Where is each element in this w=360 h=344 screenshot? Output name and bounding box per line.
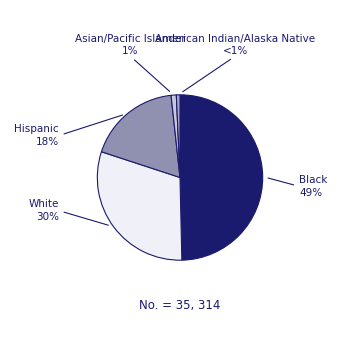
Text: American Indian/Alaska Native
<1%: American Indian/Alaska Native <1%: [155, 34, 315, 56]
Wedge shape: [176, 95, 180, 178]
Wedge shape: [171, 95, 180, 178]
Wedge shape: [97, 152, 182, 260]
Text: White
30%: White 30%: [28, 200, 59, 222]
Text: Asian/Pacific Islander
1%: Asian/Pacific Islander 1%: [75, 34, 186, 56]
Wedge shape: [102, 95, 180, 178]
Wedge shape: [180, 95, 263, 260]
Text: Black
49%: Black 49%: [299, 175, 328, 197]
Text: Hispanic
18%: Hispanic 18%: [14, 125, 59, 147]
Text: No. = 35, 314: No. = 35, 314: [139, 299, 221, 312]
